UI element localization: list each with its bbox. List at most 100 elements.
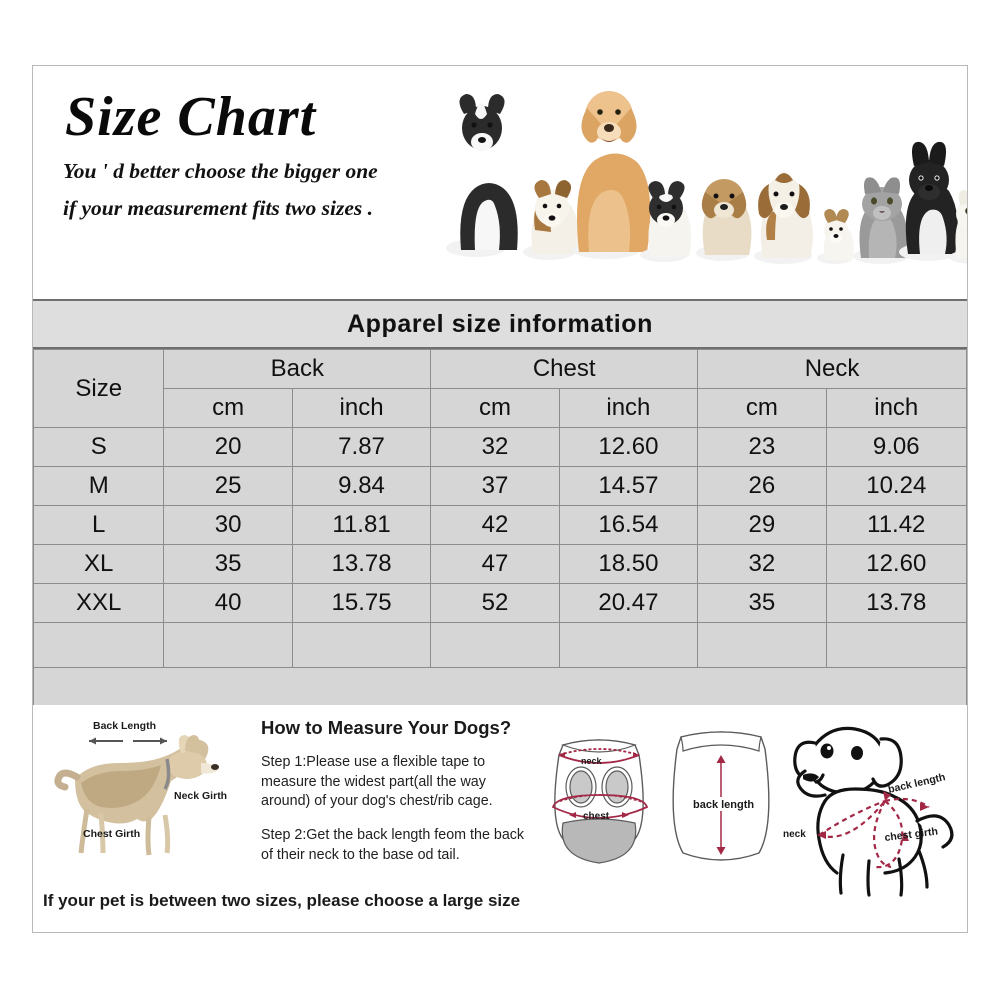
cell-neck-inch: 10.24 — [825, 466, 967, 506]
label-neck-girth: Neck Girth — [174, 790, 227, 802]
garment-diagrams: neck chest back length — [533, 711, 793, 891]
dog-chihuahua-small-icon — [817, 209, 854, 264]
line-art-dog-diagram: neck back length chest girth — [781, 709, 967, 899]
back-length-arrow-icon — [89, 737, 167, 745]
col-header-neck-cm: cm — [697, 388, 827, 428]
dog-jack-russell-brown-icon — [523, 180, 579, 260]
cell-back-inch: 11.81 — [291, 505, 432, 545]
cell-neck-cm: 26 — [697, 466, 827, 506]
cell-neck-inch: 12.60 — [825, 544, 967, 584]
dog-border-collie-icon — [446, 94, 518, 257]
eye-right-icon — [851, 746, 863, 760]
cell-empty — [697, 622, 827, 668]
size-table: Size Back Chest Neck cm inch cm inch cm … — [33, 349, 967, 668]
cell-empty — [33, 622, 165, 668]
col-header-back-inch: inch — [291, 388, 432, 428]
linedog-illustration: neck back length chest girth — [783, 726, 954, 897]
table-row: M 25 9.84 37 14.57 26 10.24 — [33, 466, 967, 506]
howto-step-2: Step 2:Get the back length feom the back… — [261, 827, 525, 863]
table-header-row-units: cm inch cm inch cm inch — [34, 388, 967, 428]
label-garment-chest: chest — [583, 811, 610, 822]
cell-neck-cm: 29 — [697, 505, 827, 545]
col-header-back-cm: cm — [163, 388, 293, 428]
cell-chest-inch: 12.60 — [558, 427, 699, 467]
cell-empty — [291, 622, 432, 668]
cell-back-inch: 15.75 — [291, 583, 432, 623]
cell-size: M — [33, 466, 165, 506]
cell-empty — [163, 622, 293, 668]
dog-french-bulldog-icon — [899, 141, 958, 261]
cell-size: S — [33, 427, 165, 467]
label-chest-girth: Chest Girth — [83, 828, 140, 840]
footnote-text: If your pet is between two sizes, please… — [43, 891, 521, 910]
size-table-section: Apparel size information Size Back Chest… — [33, 299, 967, 714]
measure-section: Back Length Neck Girth Chest Girth How t… — [33, 705, 967, 932]
table-row: L 30 11.81 42 16.54 29 11.42 — [33, 505, 967, 545]
cell-back-cm: 40 — [163, 583, 293, 623]
dog-beagle-icon — [754, 173, 813, 264]
eye-left-icon — [820, 743, 834, 759]
cell-chest-inch: 14.57 — [558, 466, 699, 506]
col-header-chest-cm: cm — [430, 388, 560, 428]
cell-neck-cm: 35 — [697, 583, 827, 623]
dog-golden-retriever-icon — [572, 91, 651, 259]
col-header-size: Size — [33, 349, 165, 428]
col-header-chest: Chest — [430, 349, 699, 389]
cell-chest-inch: 16.54 — [558, 505, 699, 545]
cell-chest-inch: 18.50 — [558, 544, 699, 584]
garment-back-view: back length — [672, 731, 770, 861]
table-row: XXL 40 15.75 52 20.47 35 13.78 — [33, 583, 967, 623]
cell-back-cm: 30 — [163, 505, 293, 545]
cell-neck-cm: 23 — [697, 427, 827, 467]
cell-chest-inch: 20.47 — [558, 583, 699, 623]
cell-chest-cm: 47 — [430, 544, 560, 584]
label-garment-back-length: back length — [693, 799, 754, 811]
nose-icon — [803, 773, 819, 782]
dog-pekingese-icon — [696, 179, 752, 261]
table-row: S 20 7.87 32 12.60 23 9.06 — [33, 427, 967, 467]
apparel-info-title: Apparel size information — [346, 309, 654, 338]
cat-grey-icon — [853, 177, 909, 264]
cell-neck-inch: 13.78 — [825, 583, 967, 623]
col-header-neck-inch: inch — [825, 388, 967, 428]
cell-empty — [430, 622, 560, 668]
cell-back-inch: 13.78 — [291, 544, 432, 584]
hero-text-block: Size Chart You ' d better choose the big… — [63, 88, 483, 227]
dog-photo-illustration: Back Length Neck Girth Chest Girth — [54, 720, 227, 856]
cell-back-cm: 20 — [163, 427, 293, 467]
cell-chest-cm: 32 — [430, 427, 560, 467]
hero-subtitle-line-2: if your measurement fits two sizes . — [63, 195, 373, 220]
cell-neck-inch: 11.42 — [825, 505, 967, 545]
table-header-row-groups: Size Back Chest Neck — [33, 349, 967, 428]
cell-chest-cm: 52 — [430, 583, 560, 623]
label-linedog-neck: neck — [783, 829, 806, 840]
hero-section: Size Chart You ' d better choose the big… — [33, 66, 967, 299]
cell-size: L — [33, 505, 165, 545]
cell-chest-cm: 42 — [430, 505, 560, 545]
hero-subtitle-line-1: You ' d better choose the bigger one — [63, 158, 378, 183]
cell-size: XXL — [33, 583, 165, 623]
dog-terrier-black-white-icon — [640, 181, 692, 262]
label-back-length: Back Length — [93, 720, 156, 732]
cell-neck-inch: 9.06 — [825, 427, 967, 467]
col-header-neck: Neck — [697, 349, 967, 389]
garment-illustration: neck chest back length — [551, 731, 770, 864]
apparel-info-band: Apparel size information — [33, 299, 967, 349]
col-header-back: Back — [163, 349, 432, 389]
col-header-chest-inch: inch — [558, 388, 699, 428]
howto-text-block: How to Measure Your Dogs? Step 1:Please … — [261, 717, 529, 880]
table-row-empty — [33, 622, 967, 668]
cell-neck-cm: 32 — [697, 544, 827, 584]
howto-step-1: Step 1:Please use a flexible tape to mea… — [261, 754, 493, 810]
cell-size: XL — [33, 544, 165, 584]
page-title: Size Chart — [65, 86, 317, 148]
cell-back-cm: 35 — [163, 544, 293, 584]
cat-white-persian-icon — [949, 190, 967, 264]
label-garment-neck: neck — [581, 756, 603, 766]
pets-illustration — [446, 91, 967, 264]
dog-measurement-photo: Back Length Neck Girth Chest Girth — [41, 713, 253, 873]
chart-frame: Size Chart You ' d better choose the big… — [32, 65, 968, 933]
cell-empty — [558, 622, 699, 668]
garment-front-view: neck chest — [551, 739, 649, 864]
